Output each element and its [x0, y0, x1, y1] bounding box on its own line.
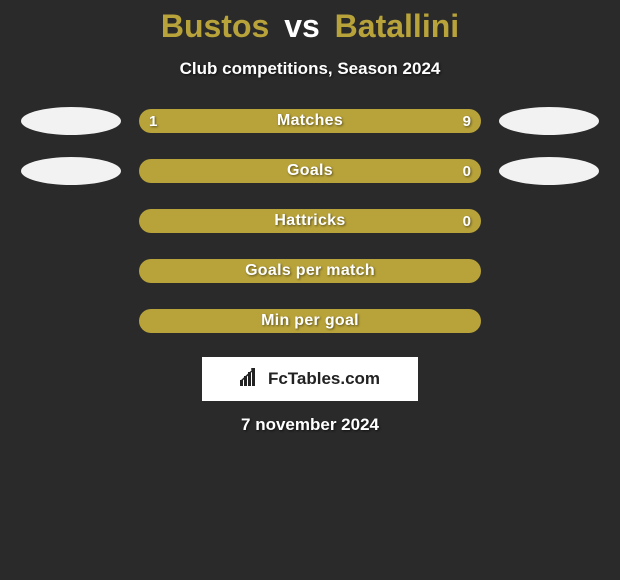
player1-badge [21, 107, 121, 135]
stat-bar: Goals0 [139, 159, 481, 183]
attribution-badge: FcTables.com [202, 357, 418, 401]
stat-label: Goals per match [139, 259, 481, 283]
stat-value-right: 0 [463, 209, 471, 233]
stat-bar: Hattricks0 [139, 209, 481, 233]
stat-row: Goals0 [0, 157, 620, 185]
stat-row: Hattricks0 [0, 207, 620, 235]
player1-name: Bustos [161, 8, 269, 44]
stat-value-right: 0 [463, 159, 471, 183]
stat-bar: Min per goal [139, 309, 481, 333]
attribution-text: FcTables.com [268, 369, 380, 389]
chart-bars-icon [240, 368, 262, 391]
stat-label: Matches [139, 109, 481, 133]
player2-name: Batallini [335, 8, 459, 44]
player2-badge [499, 107, 599, 135]
stat-row: Min per goal [0, 307, 620, 335]
stats-region: Matches19Goals0Hattricks0Goals per match… [0, 107, 620, 335]
subtitle: Club competitions, Season 2024 [0, 59, 620, 79]
player2-badge [499, 157, 599, 185]
stat-label: Hattricks [139, 209, 481, 233]
stat-value-right: 9 [463, 109, 471, 133]
stat-label: Goals [139, 159, 481, 183]
stat-bar: Goals per match [139, 259, 481, 283]
stat-row: Goals per match [0, 257, 620, 285]
page-title: Bustos vs Batallini [0, 8, 620, 45]
date-label: 7 november 2024 [0, 415, 620, 435]
player1-badge [21, 157, 121, 185]
stat-bar: Matches1 9 [139, 109, 481, 133]
stat-row: Matches1 9 [0, 107, 620, 135]
vs-separator: vs [284, 8, 320, 44]
comparison-infographic: Bustos vs Batallini Club competitions, S… [0, 0, 620, 435]
stat-value-left: 1 [149, 109, 157, 133]
stat-label: Min per goal [139, 309, 481, 333]
